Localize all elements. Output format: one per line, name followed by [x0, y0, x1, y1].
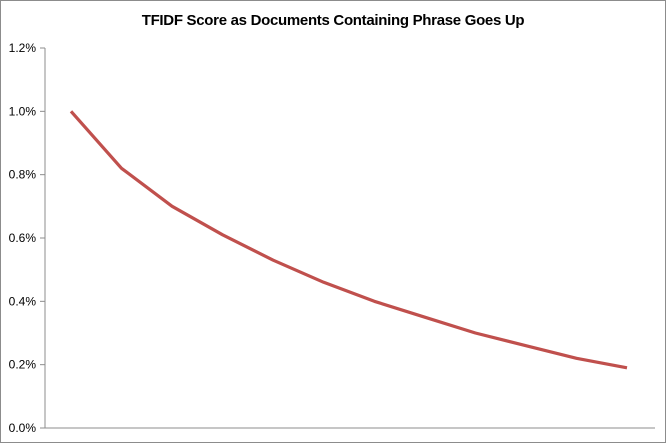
y-tick-label: 0.4%	[9, 294, 37, 308]
y-tick-label: 1.2%	[9, 41, 37, 55]
y-tick-label: 0.6%	[9, 231, 37, 245]
y-tick-label: 0.0%	[9, 421, 37, 435]
series-line	[69, 110, 628, 370]
chart-title: TFIDF Score as Documents Containing Phra…	[141, 12, 525, 29]
y-tick-label: 0.2%	[9, 358, 37, 372]
y-tick-label: 1.0%	[9, 104, 37, 118]
y-tick-label: 0.8%	[9, 168, 37, 182]
